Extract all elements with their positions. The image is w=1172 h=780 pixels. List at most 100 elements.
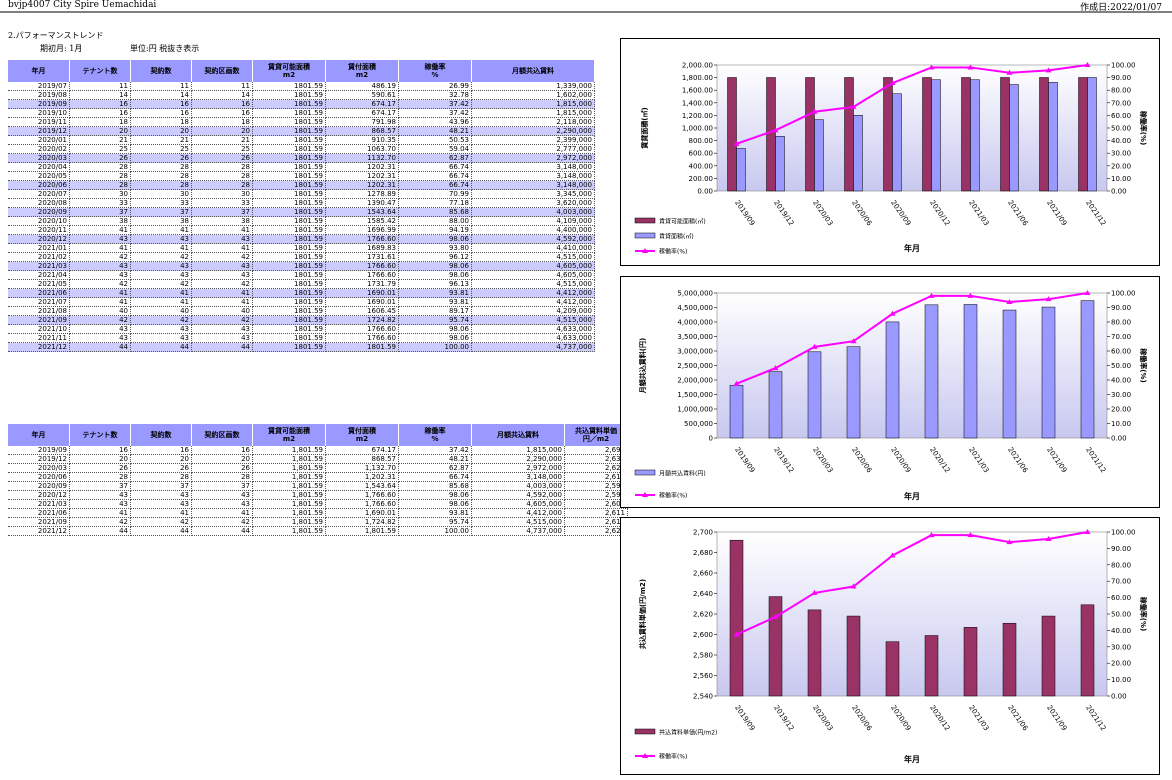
table-cell: 43 [69,324,131,334]
table-cell: 2020/11 [8,225,70,235]
table-cell: 42 [130,315,192,325]
table-cell: 88.00 [398,216,472,226]
table-cell: 14 [191,90,253,100]
table-row: 2021/01 41 41 41 1801.59 1689.83 93.80 4,410,00… [8,243,595,253]
table-cell: 16 [130,446,192,455]
table-cell: 20 [191,126,253,136]
table-row: 2020/12 43 43 43 1,801.59 1,766.60 98.06 4,592,… [8,490,628,500]
table-cell: 43 [130,261,192,271]
y-tick-label: 2,580 [693,652,713,660]
bar [931,79,941,192]
table-cell: 1690.01 [325,297,399,307]
table-row: 2020/05 28 28 28 1801.59 1202.31 66.74 3,148,00… [8,171,595,181]
table-cell: 26 [191,463,253,473]
unit-note: 単位:円 税抜き表示 [130,44,200,53]
table-cell: 2,611 [564,508,628,518]
page-header: bvjp4007 City Spire Uemachidai 作成日:2022/… [0,0,1172,13]
table-cell: 98.06 [398,324,472,334]
legend-marker [642,753,648,758]
y2-tick-label: 90.00 [1111,74,1131,82]
table-cell: 1801.59 [252,90,326,100]
occupancy-point [1045,296,1052,302]
table-cell: 43 [130,270,192,280]
table-cell: 26 [69,463,131,473]
x-tick-label: 2020/09 [889,446,912,474]
legend-label: 賃貸可能面積(㎡) [659,218,706,226]
table-cell: 3,148,000 [471,162,595,172]
table-cell: 2019/12 [8,126,70,136]
y-tick-label: 2,600 [693,631,713,639]
table-row: 2020/07 30 30 30 1801.59 1278.89 70.99 3,345,00… [8,189,595,199]
x-tick-label: 2020/03 [811,446,834,474]
table-cell: 44 [69,526,131,536]
y-tick-label: 3,500,000 [677,333,713,341]
table-cell: 89.17 [398,306,472,316]
table-cell: 1801.59 [252,216,326,226]
table-cell: 1,132.70 [325,463,399,473]
table-cell: 41 [69,243,131,253]
table-cell: 4,605,000 [471,499,565,509]
table-cell: 2,290,000 [471,454,565,464]
bar [768,371,783,439]
y2-tick-label: 80.00 [1111,561,1131,569]
y-axis-title: 月額共込賃料(円) [638,338,647,394]
table-cell: 4,515,000 [471,517,565,527]
table-cell: 1801.59 [252,324,326,334]
table-cell: 66.74 [398,180,472,190]
occupancy-point [850,583,857,589]
table-cell: 4,400,000 [471,225,595,235]
legend-bar-swatch [634,728,656,735]
unit-price-chart-svg: 2,540 2,560 2,580 2,600 2,620 2,640 2,660 2,680… [634,529,1148,764]
table-cell: 43 [69,261,131,271]
table-cell: 2021/08 [8,306,70,316]
table-cell: 1766.60 [325,234,399,244]
table-cell: 2020/04 [8,162,70,172]
bar [729,539,744,697]
table-cell: 62.87 [398,463,472,473]
x-tick-label: 2021/03 [967,446,990,474]
table-cell: 21 [69,135,131,145]
table-row: 2021/07 41 41 41 1801.59 1690.01 93.81 4,412,00… [8,297,595,307]
occupancy-point [1006,298,1013,304]
x-axis-title: 年月 [904,491,920,501]
bar [846,615,861,697]
table-cell: 40 [69,306,131,316]
y-axis-title: 共込賃料単価(円/m2) [638,579,647,649]
table-cell: 44 [130,342,192,352]
legend-bar-swatch [634,232,656,239]
table-cell: 1801.59 [252,279,326,289]
x-tick-label: 2021/12 [1084,446,1107,474]
table-cell: 40 [130,306,192,316]
table-row: 2019/12 20 20 20 1801.59 868.57 48.21 2,290,000 [8,126,595,136]
y2-tick-label: 10.00 [1111,175,1131,183]
occupancy-point [733,140,740,146]
y2-tick-label: 20.00 [1111,162,1131,170]
y2-tick-label: 40.00 [1111,627,1131,635]
occupancy-point [1084,290,1091,295]
table-cell: 16 [191,99,253,109]
table-cell: 2020/03 [8,153,70,163]
legend-marker [642,248,648,253]
table-cell: 28 [191,162,253,172]
table-cell: 28 [69,472,131,482]
table-cell: 3,148,000 [471,171,595,181]
occupancy-point [772,613,779,619]
table-cell: 4,003,000 [471,481,565,491]
table-cell: 42 [191,315,253,325]
table-cell: 100.00 [398,526,472,536]
table-cell: 98.06 [398,261,472,271]
occupancy-point [889,552,896,558]
table-cell: 2,593 [564,481,628,491]
occupancy-point [889,310,896,316]
table-cell: 1801.59 [252,333,326,343]
y2-tick-label: 50.00 [1111,362,1131,370]
x-tick-label: 2020/09 [889,704,912,732]
occupancy-line [736,531,1088,636]
table-cell: 41 [130,297,192,307]
table-cell: 2,290,000 [471,126,595,136]
table-cell: 4,633,000 [471,324,595,334]
table-row: 2021/03 43 43 43 1801.59 1766.60 98.06 4,605,00… [8,261,595,271]
y2-tick-label: 30.00 [1111,150,1131,158]
occupancy-point [889,80,896,86]
bar [727,77,737,192]
